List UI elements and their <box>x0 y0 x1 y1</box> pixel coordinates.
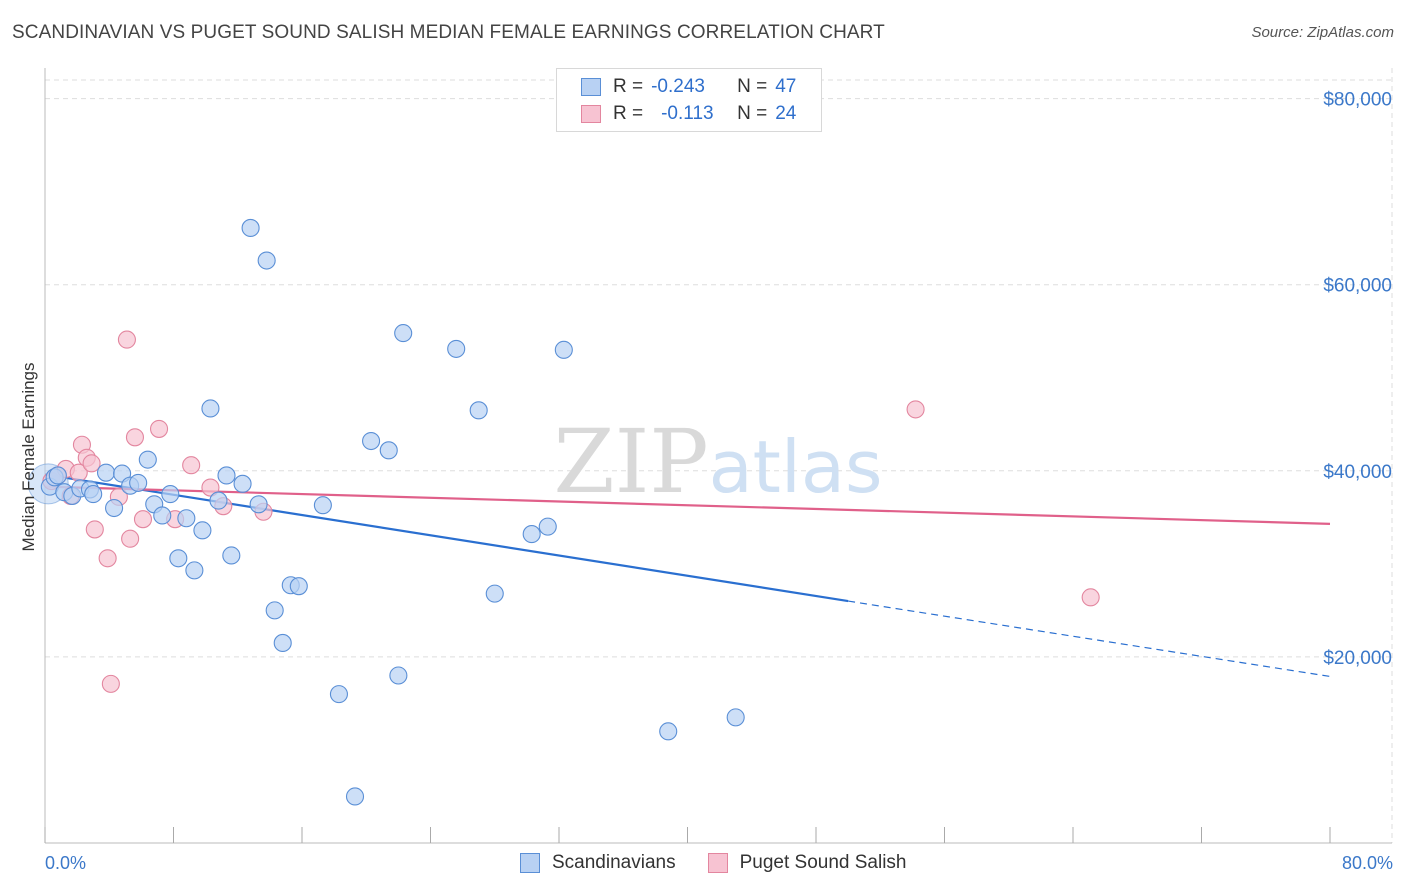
point-scandinavians <box>177 509 196 528</box>
point-scandinavians <box>84 485 103 504</box>
legend-label: Scandinavians <box>552 852 676 873</box>
point-scandinavians <box>96 463 116 482</box>
point-scandinavians <box>138 450 157 469</box>
watermark: ZIPatlas <box>553 410 882 513</box>
point-scandinavians <box>241 218 260 237</box>
point-scandinavians <box>389 666 408 685</box>
point-scandinavians <box>48 466 67 485</box>
chart-title: SCANDINAVIAN VS PUGET SOUND SALISH MEDIA… <box>12 22 885 43</box>
tick-labels: $20,000 $40,000 $60,000 $80,000 0.0% 80.0% <box>45 90 1393 873</box>
point-scandinavians <box>185 561 204 580</box>
legend-r-value: -0.113 <box>661 103 714 124</box>
legend-item-scandinavians: Scandinavians <box>520 852 676 874</box>
legend-label: Puget Sound Salish <box>739 852 907 873</box>
source-label: Source: ZipAtlas.com <box>1251 24 1394 41</box>
correlation-legend: R = -0.243 N = 47 R = -0.113 N = 24 <box>556 68 822 132</box>
point-scandinavians <box>257 251 276 270</box>
point-scandinavians <box>313 496 332 515</box>
point-scandinavians <box>362 431 381 451</box>
point-puget-sound-salish <box>201 478 220 497</box>
point-scandinavians <box>129 473 148 492</box>
point-puget-sound-salish <box>101 674 120 693</box>
point-scandinavians <box>153 506 172 525</box>
point-puget-sound-salish <box>906 400 925 419</box>
point-scandinavians <box>222 546 241 565</box>
legend-item-puget-sound-salish: Puget Sound Salish <box>707 852 907 874</box>
y-tick-label: $80,000 <box>1323 90 1392 111</box>
point-scandinavians <box>201 399 220 418</box>
x-tick-label: 80.0% <box>1342 853 1393 873</box>
legend-row-scandinavians: R = -0.243 N = 47 <box>581 75 796 99</box>
point-scandinavians <box>538 517 557 536</box>
grid-lines <box>45 68 1393 843</box>
legend-swatch-pink <box>707 853 728 873</box>
legend-n-value: 24 <box>775 103 797 124</box>
point-puget-sound-salish <box>121 529 140 548</box>
point-scandinavians <box>379 441 398 460</box>
point-scandinavians <box>659 722 678 741</box>
point-scandinavians <box>329 685 348 704</box>
point-scandinavians <box>217 466 236 485</box>
point-scandinavians <box>726 708 745 727</box>
trend-line-puget-sound-salish <box>44 485 1331 525</box>
point-scandinavians <box>273 633 292 652</box>
point-puget-sound-salish <box>149 419 169 438</box>
point-puget-sound-salish <box>125 428 144 447</box>
legend-n-label: N = <box>737 76 768 97</box>
y-tick-label: $60,000 <box>1323 276 1392 297</box>
legend-n-value: 47 <box>775 76 797 97</box>
data-points <box>27 218 1100 806</box>
point-scandinavians <box>522 525 541 544</box>
point-puget-sound-salish <box>82 454 101 473</box>
point-scandinavians <box>193 521 212 540</box>
point-scandinavians <box>289 577 308 596</box>
point-scandinavians <box>161 485 180 504</box>
point-scandinavians <box>447 339 466 358</box>
point-puget-sound-salish <box>117 330 136 349</box>
y-tick-label: $40,000 <box>1323 462 1392 483</box>
point-puget-sound-salish <box>133 510 153 529</box>
trend-lines <box>44 473 1331 678</box>
series-legend: Scandinavians Puget Sound Salish <box>520 852 939 874</box>
point-scandinavians <box>469 401 488 420</box>
point-puget-sound-salish <box>98 549 117 568</box>
point-scandinavians <box>265 601 284 620</box>
legend-swatch-blue <box>581 78 601 96</box>
y-tick-label: $20,000 <box>1323 648 1392 669</box>
legend-r-value: -0.243 <box>651 76 705 97</box>
point-scandinavians <box>345 787 365 806</box>
legend-n-label: N = <box>737 103 768 124</box>
point-scandinavians <box>209 491 228 510</box>
point-puget-sound-salish <box>182 456 201 475</box>
legend-swatch-blue <box>520 853 540 873</box>
x-tick-label: 0.0% <box>45 853 86 873</box>
point-scandinavians <box>233 474 252 493</box>
point-scandinavians <box>249 495 268 514</box>
point-scandinavians <box>485 584 504 603</box>
legend-r-label: R = <box>613 76 644 97</box>
point-scandinavians <box>394 324 413 343</box>
point-puget-sound-salish <box>85 520 104 539</box>
point-scandinavians <box>105 498 124 518</box>
point-scandinavians <box>169 549 188 568</box>
legend-swatch-pink <box>581 105 601 123</box>
y-axis-title: Median Female Earnings <box>19 363 38 552</box>
point-puget-sound-salish <box>1081 588 1100 607</box>
legend-r-label: R = <box>613 103 644 124</box>
point-scandinavians <box>554 340 573 359</box>
legend-row-puget-sound-salish: R = -0.113 N = 24 <box>581 102 796 126</box>
axes <box>44 68 1392 844</box>
trend-line-scandinavians-extension <box>848 600 1331 678</box>
